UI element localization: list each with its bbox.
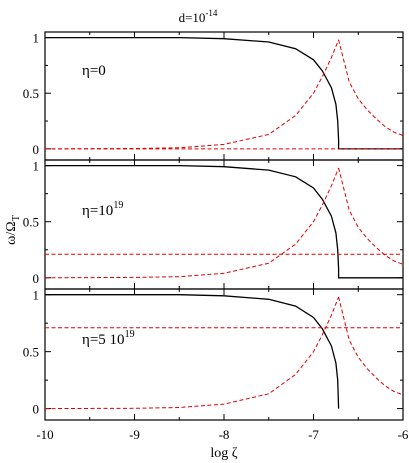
panel-label-main: η=0 <box>82 63 106 79</box>
y-tick-label: 0 <box>33 402 40 417</box>
panel-frame <box>44 288 404 421</box>
y-tick-label: 1 <box>33 159 40 174</box>
panel-label: η=0 <box>82 63 106 79</box>
y-tick-label: 0.5 <box>23 345 39 360</box>
panel-2: 0 0.5 1 η=1019 <box>23 159 404 290</box>
panel-label-main: η=10 <box>82 203 113 219</box>
series-red-dashed-falling <box>338 296 404 396</box>
chart-title-main: d=10 <box>179 10 206 25</box>
y-axis-label-main: ω/Ω <box>4 221 19 245</box>
series-red-dashed-rising <box>44 296 340 410</box>
x-tick-label: -7 <box>308 427 319 442</box>
panel-frame <box>44 31 404 161</box>
x-tick-labels: -10 -9 -8 -7 -6 <box>36 427 409 442</box>
y-axis-label-sub: T <box>11 215 22 221</box>
panel-frame <box>44 159 404 290</box>
y-tick-label: 1 <box>33 31 40 46</box>
series-black-solid <box>45 164 403 279</box>
panel-label-sup: 19 <box>125 329 135 340</box>
x-axis-label: log ζ <box>210 446 237 461</box>
x-tick-label: -8 <box>219 427 230 442</box>
chart-title-sup: -14 <box>205 8 217 18</box>
series-black-solid <box>45 294 340 409</box>
series-red-dashed-rising <box>44 39 340 150</box>
series-black-solid <box>45 36 403 150</box>
x-tick-label: -6 <box>398 427 409 442</box>
panel-label-sup: 19 <box>113 200 123 211</box>
y-tick-label: 1 <box>33 288 40 303</box>
panel-label: η=1019 <box>82 200 123 219</box>
y-tick-label: 0.5 <box>23 215 39 230</box>
x-tick-label: -9 <box>129 427 140 442</box>
panel-label-main: η=5 10 <box>82 332 125 348</box>
y-tick-label: 0 <box>33 142 40 157</box>
panel-1: 0 0.5 1 η=0 <box>23 31 404 161</box>
y-axis-label: ω/ΩT <box>4 215 22 245</box>
y-tick-label: 0 <box>33 271 40 286</box>
series-red-dashed-falling <box>338 167 404 265</box>
chart-title: d=10-14 <box>179 8 218 25</box>
x-tick-label: -10 <box>36 427 53 442</box>
series-red-dashed-rising <box>44 167 340 279</box>
panel-3: 0 0.5 1 η=5 1019 <box>23 288 404 421</box>
series-red-dashed-falling <box>338 39 404 136</box>
panel-label: η=5 1019 <box>82 329 135 348</box>
y-tick-label: 0.5 <box>23 86 39 101</box>
